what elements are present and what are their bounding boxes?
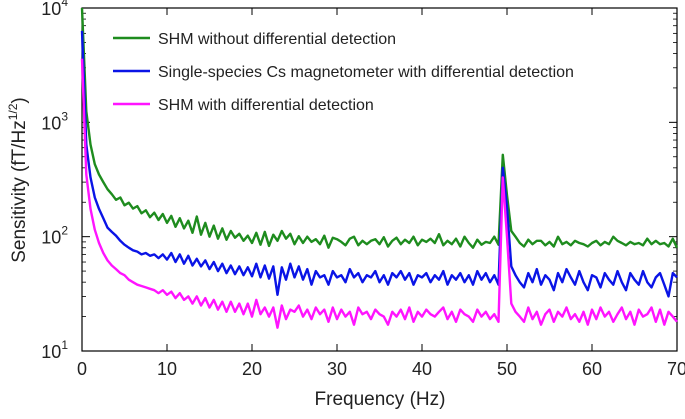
x-tick-label: 40	[412, 359, 432, 379]
series-layer	[80, 7, 679, 329]
x-tick-label: 10	[157, 359, 177, 379]
x-tick-label: 60	[582, 359, 602, 379]
series-line-3	[80, 58, 678, 329]
y-axis-label-close: )	[9, 97, 30, 103]
y-axis-label-sup: 1/2	[6, 103, 20, 120]
svg-text:Sensitivity (fT/Hz1/2): Sensitivity (fT/Hz1/2)	[6, 97, 30, 263]
plot-frame	[81, 7, 678, 352]
x-tick-label: 30	[327, 359, 347, 379]
series-line-2	[80, 30, 678, 298]
legend-label-3: SHM with differential detection	[158, 97, 374, 114]
y-axis-label-base: Sensitivity (fT/Hz	[9, 120, 30, 263]
x-tick-label: 20	[242, 359, 262, 379]
y-tick-label: 102	[41, 224, 68, 248]
series-line-1	[80, 7, 679, 249]
x-tick-label: 50	[497, 359, 517, 379]
x-axis-ticks: 0 10 20 30 40 50 60 70	[77, 8, 685, 379]
legend-label-1: SHM without differential detection	[158, 31, 396, 48]
x-axis-label: Frequency (Hz)	[315, 389, 446, 410]
y-tick-label: 103	[41, 109, 68, 133]
x-tick-label: 0	[77, 359, 87, 379]
x-tick-label: 70	[667, 359, 685, 379]
y-tick-label: 104	[41, 0, 68, 19]
y-axis-label: Sensitivity (fT/Hz1/2)	[6, 97, 30, 263]
y-tick-label: 101	[41, 338, 68, 362]
legend-label-2: Single-species Cs magnetometer with diff…	[158, 64, 574, 81]
legend: SHM without differential detection Single…	[113, 31, 574, 114]
